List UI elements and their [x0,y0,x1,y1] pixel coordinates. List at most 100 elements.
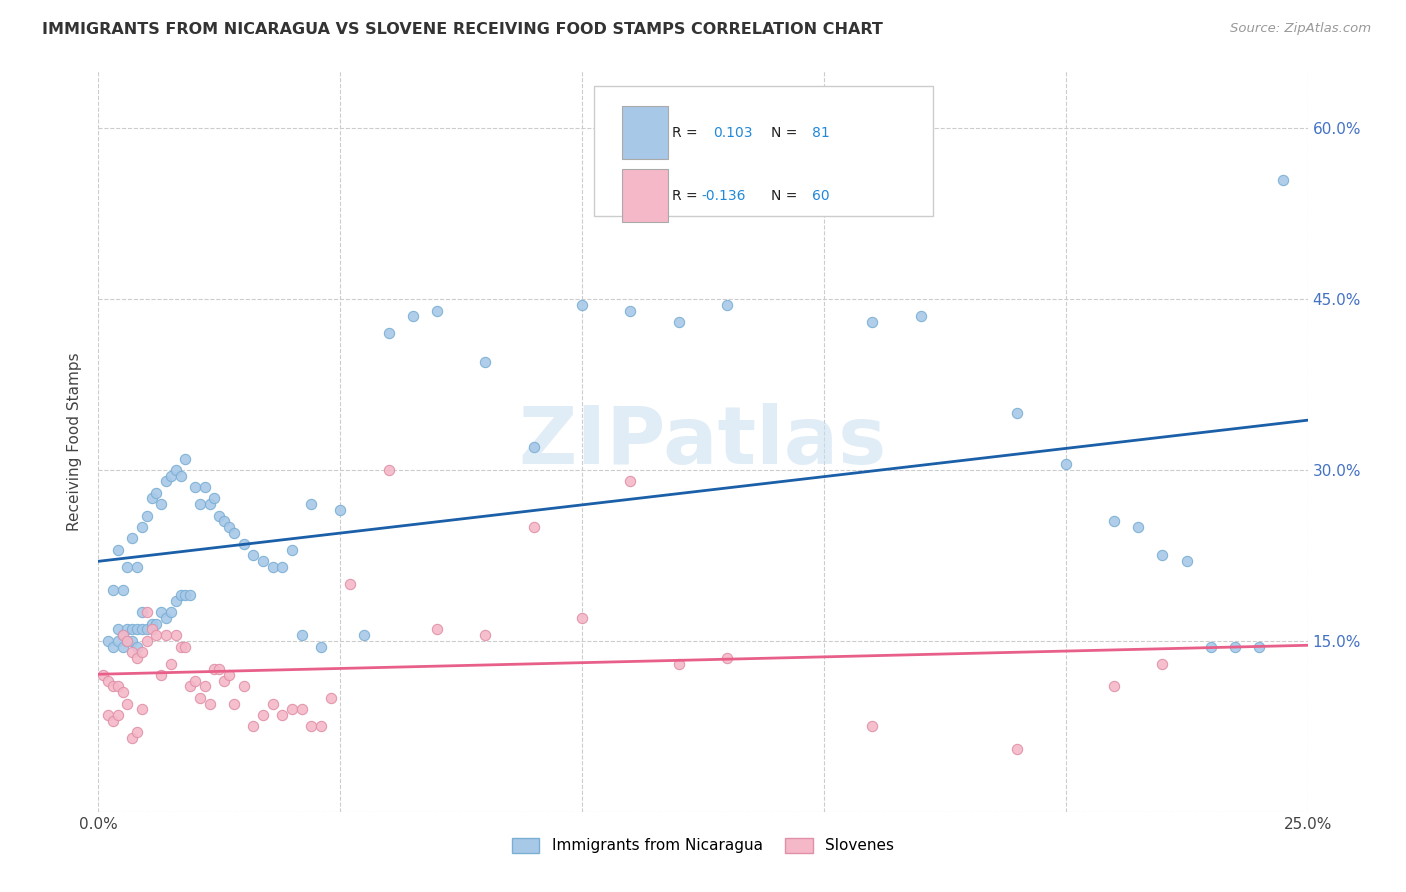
Point [474,628,496,642]
Point [121,645,143,659]
Point [135,633,157,648]
Point [117,697,139,711]
Point [155,475,177,489]
Point [135,606,157,620]
Point [150,606,173,620]
FancyBboxPatch shape [621,106,668,160]
Point [271,707,294,722]
Point [127,623,149,637]
Point [1249,640,1271,654]
Point [174,640,197,654]
Point [165,594,187,608]
Point [212,673,235,688]
Point [1152,549,1174,563]
Point [97,633,120,648]
Point [571,298,593,312]
Point [150,497,173,511]
Point [262,559,284,574]
Point [198,697,221,711]
Text: R =: R = [672,189,702,202]
Point [290,702,312,716]
Point [281,542,304,557]
Point [145,485,167,500]
Point [309,640,332,654]
Text: 60: 60 [811,189,830,202]
Point [141,491,163,506]
Point [290,628,312,642]
Point [160,468,183,483]
Point [131,606,153,620]
Point [1102,514,1125,528]
Point [619,303,641,318]
Point [107,707,129,722]
Point [141,616,163,631]
Point [131,702,153,716]
Point [121,731,143,745]
Point [135,508,157,523]
Point [339,577,361,591]
Point [262,697,284,711]
Point [299,497,322,511]
Text: N =: N = [770,189,801,202]
Point [402,310,425,324]
Point [1007,406,1029,420]
Point [155,628,177,642]
Point [716,298,738,312]
Point [1152,657,1174,671]
Legend: Immigrants from Nicaragua, Slovenes: Immigrants from Nicaragua, Slovenes [506,831,900,860]
Point [232,537,254,551]
Point [101,582,124,597]
Point [377,463,399,477]
Point [101,680,124,694]
Point [135,623,157,637]
Point [117,633,139,648]
Point [145,628,167,642]
Point [107,680,129,694]
Point [426,303,449,318]
Point [121,623,143,637]
Point [271,559,294,574]
Point [299,719,322,733]
Point [111,628,134,642]
FancyBboxPatch shape [621,169,668,222]
FancyBboxPatch shape [595,87,932,216]
Point [101,640,124,654]
Point [179,588,201,602]
Point [145,616,167,631]
Point [208,662,231,676]
Point [131,520,153,534]
Point [716,651,738,665]
Text: 0.103: 0.103 [713,126,752,140]
Point [198,497,221,511]
Point [860,315,883,329]
Point [309,719,332,733]
Point [474,355,496,369]
Y-axis label: Receiving Food Stamps: Receiving Food Stamps [67,352,83,531]
Point [668,657,690,671]
Point [188,690,211,705]
Point [127,640,149,654]
Point [160,657,183,671]
Point [523,440,546,454]
Point [232,680,254,694]
Point [111,628,134,642]
Point [184,480,207,494]
Point [212,514,235,528]
Point [1175,554,1198,568]
Point [319,690,342,705]
Point [188,497,211,511]
Text: ZIPatlas: ZIPatlas [519,402,887,481]
Point [208,508,231,523]
Point [131,623,153,637]
Point [329,503,352,517]
Point [194,480,217,494]
Point [174,588,197,602]
Point [222,525,245,540]
Text: IMMIGRANTS FROM NICARAGUA VS SLOVENE RECEIVING FOOD STAMPS CORRELATION CHART: IMMIGRANTS FROM NICARAGUA VS SLOVENE REC… [42,22,883,37]
Point [668,315,690,329]
Point [97,707,120,722]
Point [117,559,139,574]
Point [194,680,217,694]
Point [121,532,143,546]
Point [619,475,641,489]
